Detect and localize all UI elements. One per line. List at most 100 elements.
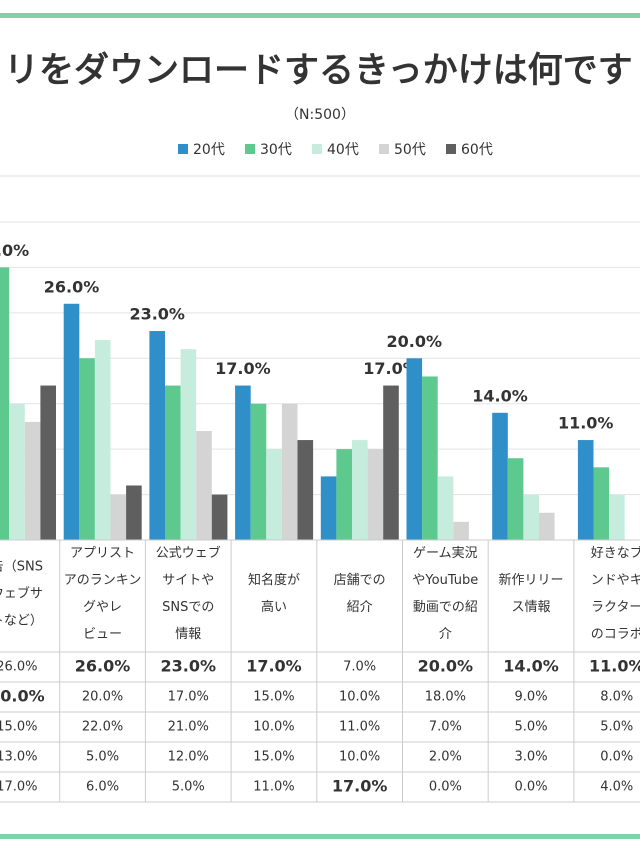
table-cell: 2.0% (429, 750, 462, 765)
chart-subtitle: （N:500） (285, 107, 355, 123)
table-cell: 17.0% (168, 690, 209, 705)
bar (126, 485, 142, 540)
bar (24, 421, 41, 540)
table-cell: 7.0% (343, 660, 376, 675)
category-label: アのランキン (64, 573, 142, 588)
legend-label: 60代 (461, 142, 493, 158)
category-label: ラクター (591, 600, 640, 615)
table-cell: 0.0% (600, 750, 633, 765)
bar (437, 476, 454, 540)
table-cell: 12.0% (168, 750, 209, 765)
category-label: 情報 (175, 627, 201, 642)
data-label: 14.0% (472, 386, 528, 405)
table-cell: 30.0% (0, 687, 45, 706)
table-cell: 21.0% (168, 720, 209, 735)
table-cell: 5.0% (86, 750, 119, 765)
legend-label: 30代 (260, 142, 292, 158)
data-label: 17.0% (215, 359, 271, 378)
category-label: 動画での紹 (413, 600, 478, 615)
bar (94, 340, 111, 540)
bar (235, 385, 251, 540)
category-label: ビュー (83, 627, 122, 642)
table-cell: 23.0% (160, 657, 216, 676)
category-label: 紹介 (347, 600, 373, 615)
category-label: 好きなブ (591, 545, 640, 561)
table-cell: 5.0% (515, 720, 548, 735)
data-label: 23.0% (129, 305, 185, 324)
top-band (0, 13, 640, 18)
category-label: グやレ (83, 600, 122, 615)
legend-swatch (446, 144, 456, 154)
table-cell: 3.0% (515, 750, 548, 765)
legend-label: 50代 (394, 142, 426, 158)
table-cell: 10.0% (253, 720, 294, 735)
table-cell: 26.0% (75, 657, 131, 676)
bar (367, 449, 384, 540)
category-label: SNSでの (162, 600, 214, 615)
bar (0, 267, 10, 540)
table-cell: 5.0% (600, 720, 633, 735)
bar (422, 376, 438, 540)
category-label: 公式ウェブ (156, 545, 221, 561)
category-label: 店舗での (334, 573, 386, 588)
table-cell: 20.0% (418, 657, 474, 676)
category-label: サイトや (162, 573, 214, 588)
bar (577, 440, 594, 540)
category-label: 高い (261, 599, 287, 615)
bottom-band (0, 834, 640, 839)
table-cell: 11.0% (253, 780, 294, 795)
bar (196, 430, 212, 540)
table-cell: 15.0% (253, 750, 294, 765)
bar (539, 512, 555, 540)
table-cell: 17.0% (0, 780, 38, 795)
table-cell: 7.0% (429, 720, 462, 735)
table-cell: 15.0% (253, 690, 294, 705)
table-cell: 11.0% (339, 720, 380, 735)
bar (507, 458, 524, 540)
category-label: トなど） (0, 614, 43, 629)
data-label: 11.0% (558, 414, 614, 433)
table-cell: 9.0% (515, 690, 548, 705)
table-cell: 4.0% (600, 780, 633, 795)
bar (9, 403, 25, 540)
table-cell: 10.0% (339, 750, 380, 765)
table-cell: 6.0% (86, 780, 119, 795)
data-label: 20.0% (387, 332, 443, 351)
legend-swatch (312, 144, 322, 154)
table-cell: 13.0% (0, 750, 38, 765)
bar (297, 440, 314, 540)
table-cell: 18.0% (425, 690, 466, 705)
legend-label: 20代 (193, 142, 225, 158)
category-label: 介 (439, 627, 452, 642)
table-cell: 26.0% (0, 660, 38, 675)
bar (593, 467, 610, 540)
table-cell: 11.0% (589, 657, 640, 676)
category-label: やYouTube (412, 573, 478, 588)
bar (281, 403, 298, 540)
bar (352, 440, 368, 540)
bar (149, 331, 165, 540)
table-cell: 5.0% (172, 780, 205, 795)
data-label: 30.0% (0, 241, 29, 260)
category-label: アプリスト (70, 546, 135, 561)
bar (180, 349, 197, 540)
bar (320, 476, 337, 540)
table-cell: 17.0% (246, 657, 302, 676)
bar (523, 494, 539, 540)
bar (266, 449, 282, 540)
bar (492, 412, 508, 540)
bar (40, 385, 56, 540)
table-cell: 0.0% (429, 780, 462, 795)
table-cell: 17.0% (332, 777, 388, 796)
category-label: のコラボ (591, 627, 640, 642)
table-cell: 22.0% (82, 720, 123, 735)
chart-title: リをダウンロードするきっかけは何です (4, 51, 633, 91)
table-cell: 10.0% (339, 690, 380, 705)
category-label: ゲーム実況 (413, 545, 478, 561)
table-cell: 15.0% (0, 720, 38, 735)
bar (250, 403, 267, 540)
data-label: 17.0% (363, 359, 419, 378)
legend-swatch (178, 144, 188, 154)
